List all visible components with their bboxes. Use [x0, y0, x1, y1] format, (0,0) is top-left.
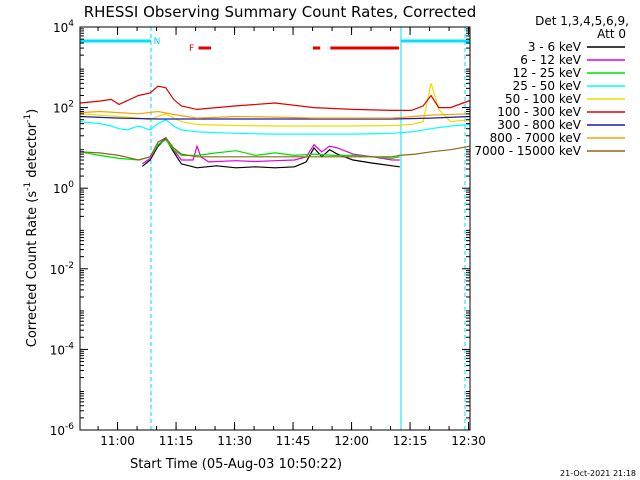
legend-label-2: 12 - 25 keV — [513, 66, 582, 80]
y-tick-label-2: 10-2 — [50, 261, 74, 277]
legend-header-line1: Det 1,3,4,5,6,9, — [535, 14, 629, 28]
y-axis-label-prefix: Corrected Count Rate (s — [25, 191, 40, 348]
y-axis-label-sup2: -1 — [23, 114, 33, 123]
series-line-8 — [79, 136, 471, 161]
y-axis-label-suffix: ) — [25, 109, 40, 114]
legend-label-6: 300 - 800 keV — [497, 118, 581, 132]
y-axis-label-mid: detector — [25, 122, 40, 182]
y-tick-label-5: 104 — [53, 19, 74, 35]
y-axis-label-sup1: -1 — [23, 182, 33, 191]
y-tick-label-3: 100 — [53, 180, 74, 196]
x-tick-label-4: 12:00 — [334, 434, 369, 448]
x-tick-label-5: 12:15 — [393, 434, 428, 448]
footer-date: 21-Oct-2021 21:18 — [560, 469, 636, 478]
legend-label-0: 3 - 6 keV — [528, 40, 582, 54]
x-tick-label-0: 11:00 — [100, 434, 135, 448]
night-label: N — [154, 37, 161, 47]
legend-label-5: 100 - 300 keV — [497, 105, 581, 119]
series-line-7 — [79, 110, 471, 119]
legend-label-3: 25 - 50 keV — [513, 79, 582, 93]
legend-header-line2: Att 0 — [597, 27, 626, 41]
legend-label-7: 800 - 7000 keV — [490, 131, 582, 145]
chart-title: RHESSI Observing Summary Count Rates, Co… — [84, 3, 477, 21]
x-tick-label-2: 11:30 — [217, 434, 252, 448]
x-tick-label-3: 11:45 — [276, 434, 311, 448]
flare-label: F — [189, 44, 194, 54]
x-tick-label-1: 11:15 — [159, 434, 194, 448]
series-line-5 — [79, 85, 471, 112]
series-line-1 — [142, 136, 400, 165]
y-tick-label-0: 10-6 — [50, 422, 75, 438]
legend-label-8: 7000 - 15000 keV — [474, 144, 581, 158]
y-axis-label: Corrected Count Rate (s-1 detector-1) — [23, 109, 40, 347]
y-tick-label-4: 102 — [53, 100, 74, 116]
series-line-3 — [79, 118, 471, 135]
legend-label-1: 6 - 12 keV — [520, 53, 582, 67]
legend-label-4: 50 - 100 keV — [505, 92, 582, 106]
x-axis-label: Start Time (05-Aug-03 10:50:22) — [130, 457, 342, 472]
plot-area: N F 10-6 10-4 10-2 100 102 104 11:00 11:15 11:30 11… — [50, 19, 486, 448]
y-tick-label-1: 10-4 — [50, 341, 75, 357]
series-line-6 — [79, 115, 471, 120]
x-tick-label-6: 12:30 — [451, 434, 486, 448]
plot-frame — [79, 26, 471, 431]
